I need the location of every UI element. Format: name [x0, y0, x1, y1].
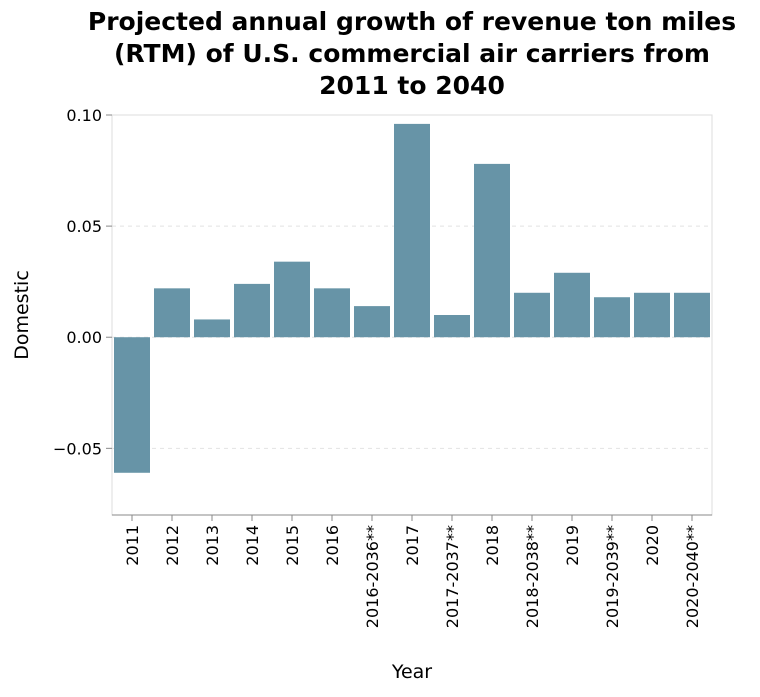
x-tick-label: 2013	[203, 525, 222, 566]
bar-2017-2037	[434, 315, 470, 338]
x-tick-label: 2014	[243, 525, 262, 566]
bar-2017	[394, 123, 430, 338]
x-tick-label: 2011	[123, 525, 142, 566]
y-tick-label: 0.05	[66, 217, 102, 236]
x-axis-title: Year	[391, 661, 432, 683]
bar-2015	[274, 261, 310, 338]
bar-2018-2038	[514, 292, 550, 338]
bar-2020-2040	[674, 292, 710, 338]
x-tick-label: 2016-2036**	[363, 525, 382, 628]
y-tick-label: 0.00	[66, 328, 102, 347]
chart-title-line: 2011 to 2040	[319, 71, 505, 100]
x-tick-label: 2015	[283, 525, 302, 566]
x-tick-label: 2012	[163, 525, 182, 566]
bars	[114, 123, 710, 473]
bar-2012	[154, 288, 190, 338]
x-tick-label: 2017	[403, 525, 422, 566]
bar-2014	[234, 283, 270, 338]
chart-title-line: Projected annual growth of revenue ton m…	[88, 7, 736, 36]
x-tick-label: 2020	[643, 525, 662, 566]
x-tick-label: 2019-2039**	[603, 525, 622, 628]
bar-2019	[554, 272, 590, 338]
bar-2016	[314, 288, 350, 338]
y-axis-title: Domestic	[11, 270, 33, 360]
bar-2011	[114, 337, 150, 473]
bar-2019-2039	[594, 297, 630, 338]
bar-2013	[194, 319, 230, 338]
x-tick-label: 2019	[563, 525, 582, 566]
x-tick-label: 2017-2037**	[443, 525, 462, 628]
chart-title: Projected annual growth of revenue ton m…	[88, 7, 736, 100]
bar-2016-2036	[354, 306, 390, 338]
bar-2018	[474, 163, 510, 338]
bar-2020	[634, 292, 670, 338]
x-tick-label: 2016	[323, 525, 342, 566]
chart-title-line: (RTM) of U.S. commercial air carriers fr…	[114, 39, 710, 68]
x-tick-label: 2020-2040**	[683, 525, 702, 628]
x-tick-label: 2018-2038**	[523, 525, 542, 628]
x-tick-label: 2018	[483, 525, 502, 566]
y-tick-label: −0.05	[53, 439, 102, 458]
x-axis: 2011 2012 2013 2014 2015 2016 2016-2036** 2017 2…	[112, 514, 712, 628]
y-axis: 0.10 0.05 0.00 −0.05	[53, 106, 112, 458]
y-tick-label: 0.10	[66, 106, 102, 125]
